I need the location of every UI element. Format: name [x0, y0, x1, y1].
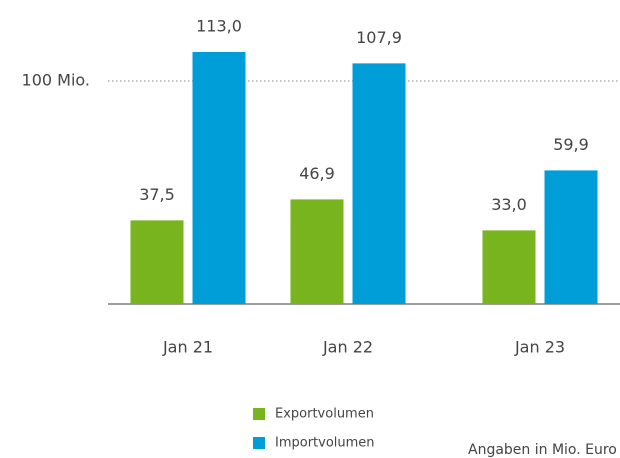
value-label: 113,0 [196, 16, 242, 35]
legend-swatch [253, 437, 265, 449]
value-label: 59,9 [553, 135, 589, 154]
bar [130, 220, 184, 304]
value-label: 33,0 [491, 195, 527, 214]
bar [544, 170, 598, 304]
value-label: 107,9 [356, 28, 402, 47]
x-tick-label: Jan 23 [514, 338, 565, 357]
note: Angaben in Mio. Euro [468, 442, 617, 458]
legend-label: Importvolumen [275, 436, 375, 451]
x-tick-label: Jan 22 [322, 338, 373, 357]
value-label: 37,5 [139, 185, 175, 204]
value-label: 46,9 [299, 164, 335, 183]
bar [192, 51, 246, 305]
bar [482, 230, 536, 304]
legend-swatch [253, 408, 265, 420]
y-tick-label: 100 Mio. [22, 70, 90, 89]
bar [290, 199, 344, 304]
x-tick-label: Jan 21 [162, 338, 213, 357]
bar [352, 63, 406, 305]
legend-label: Exportvolumen [275, 407, 374, 422]
